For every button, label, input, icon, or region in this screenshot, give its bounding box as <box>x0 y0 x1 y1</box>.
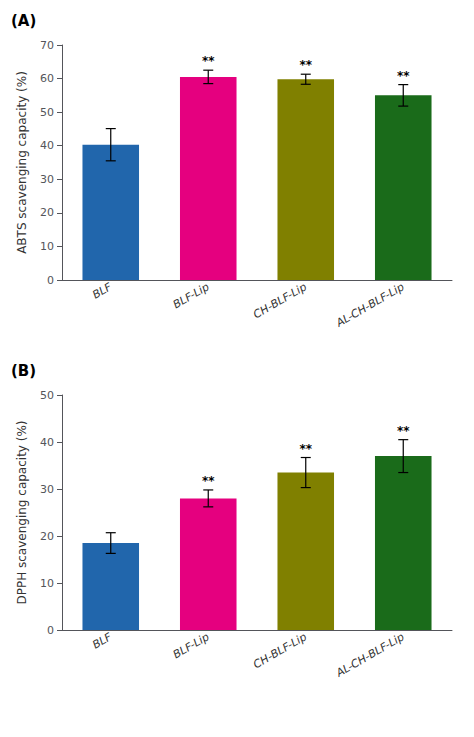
svg-text:**: ** <box>202 474 215 488</box>
svg-text:**: ** <box>299 58 312 72</box>
svg-text:**: ** <box>397 69 410 83</box>
svg-text:CH-BLF-Lip: CH-BLF-Lip <box>251 280 309 321</box>
svg-text:**: ** <box>299 442 312 456</box>
svg-text:40: 40 <box>40 139 54 152</box>
svg-text:30: 30 <box>40 173 54 186</box>
svg-text:70: 70 <box>40 39 54 52</box>
svg-text:BLF-Lip: BLF-Lip <box>171 630 212 661</box>
svg-text:**: ** <box>202 54 215 68</box>
svg-text:(A): (A) <box>11 12 36 30</box>
svg-text:0: 0 <box>47 274 54 287</box>
svg-text:AL-CH-BLF-Lip: AL-CH-BLF-Lip <box>333 630 406 680</box>
svg-text:10: 10 <box>40 240 54 253</box>
svg-text:AL-CH-BLF-Lip: AL-CH-BLF-Lip <box>333 280 406 330</box>
svg-text:10: 10 <box>40 577 54 590</box>
svg-text:BLF-Lip: BLF-Lip <box>171 280 212 311</box>
svg-text:40: 40 <box>40 436 54 449</box>
svg-text:(B): (B) <box>11 362 36 380</box>
svg-text:BLF: BLF <box>90 280 114 302</box>
svg-text:20: 20 <box>40 206 54 219</box>
svg-text:ABTS scavenging capacity (%): ABTS scavenging capacity (%) <box>15 71 29 254</box>
svg-text:60: 60 <box>40 72 54 85</box>
svg-text:30: 30 <box>40 483 54 496</box>
svg-text:**: ** <box>397 424 410 438</box>
svg-text:50: 50 <box>40 389 54 402</box>
svg-text:50: 50 <box>40 106 54 119</box>
svg-text:CH-BLF-Lip: CH-BLF-Lip <box>251 630 309 671</box>
svg-text:20: 20 <box>40 530 54 543</box>
svg-text:BLF: BLF <box>90 630 114 652</box>
svg-text:DPPH scavenging capacity (%): DPPH scavenging capacity (%) <box>15 420 29 604</box>
svg-text:0: 0 <box>47 624 54 637</box>
